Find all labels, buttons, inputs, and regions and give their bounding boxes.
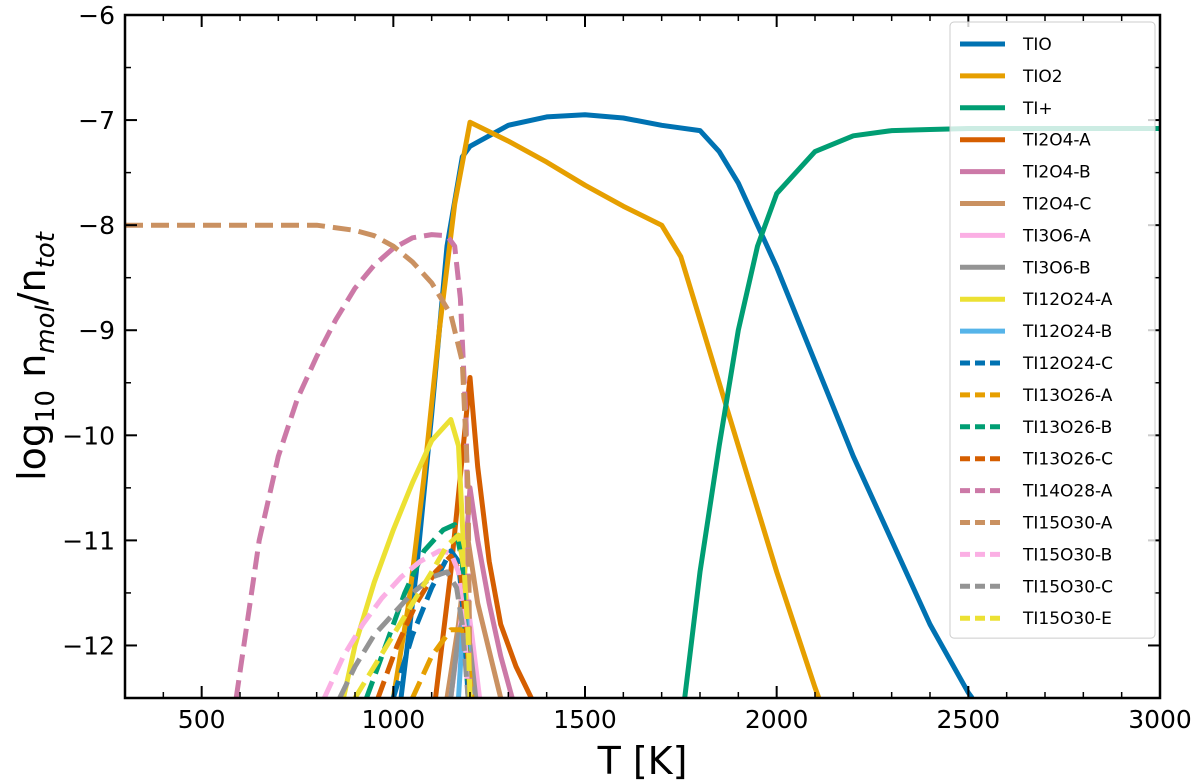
- y-axis-title-slash: /n: [10, 268, 54, 305]
- y-tick-label: −7: [78, 106, 115, 135]
- legend-label: TI12O24-A: [1022, 290, 1113, 310]
- axes-layer: 500 1000 1500 2000 2500 3000 −12 −11 −10 −9 −8 −7 −6: [62, 1, 1192, 734]
- series-line-ti15o30-a: [125, 222, 473, 698]
- series-layer: [125, 112, 1160, 698]
- x-tick-label: 2500: [937, 705, 1001, 734]
- y-tick-label: −11: [62, 526, 115, 555]
- legend-label: TI2O4-C: [1022, 195, 1091, 215]
- legend-label: TI15O30-C: [1022, 577, 1113, 597]
- x-tick-label: 1000: [362, 705, 426, 734]
- x-tick-label: 1500: [553, 705, 617, 734]
- y-tick-label: −12: [62, 631, 115, 660]
- legend-label: TIO2: [1022, 67, 1063, 87]
- legend-box: [949, 21, 1156, 639]
- legend-label: TI12O24-B: [1022, 322, 1112, 342]
- y-axis-title: log10 nmol/ntot: [10, 231, 61, 481]
- series-line-tio: [398, 112, 975, 698]
- series-line-ti14o28-a: [233, 232, 473, 698]
- x-tick-label: 3000: [1128, 705, 1192, 734]
- y-axis-title-main-sub: mol: [31, 304, 61, 353]
- y-axis-title-prefix-sub: 10: [31, 390, 61, 423]
- legend-label: TI14O28-A: [1022, 482, 1113, 502]
- legend-label: TI3O6-B: [1022, 258, 1091, 278]
- series-line-ti12o24-a: [341, 417, 473, 698]
- legend: TIO TIO2 TI+ TI2O4-A TI2O4-B TI2O4-C TI3O6-A TI…: [949, 21, 1156, 639]
- series-line-ti13o26-b: [364, 522, 471, 698]
- series-line-tio2: [390, 119, 822, 698]
- legend-label: TI12O24-C: [1022, 354, 1113, 374]
- legend-label: TI13O26-A: [1022, 386, 1113, 406]
- legend-label: TI2O4-A: [1022, 131, 1091, 151]
- legend-label: TIO: [1022, 35, 1052, 55]
- x-axis-title: T [K]: [597, 739, 688, 783]
- legend-label: TI3O6-A: [1022, 226, 1091, 246]
- legend-label: TI+: [1022, 99, 1053, 119]
- series-line-ti2o4-a: [433, 375, 534, 698]
- y-tick-label: −10: [62, 421, 115, 450]
- legend-label: TI15O30-E: [1022, 609, 1112, 629]
- plot-frame: [123, 13, 1162, 700]
- series-line-ti15o30-e: [352, 532, 473, 698]
- legend-label: TI15O30-A: [1022, 514, 1113, 534]
- legend-label: TI2O4-B: [1022, 163, 1091, 183]
- legend-label: TI13O26-C: [1022, 450, 1113, 470]
- series-line-ti13o26-a: [410, 627, 475, 698]
- y-tick-label: −9: [78, 316, 115, 345]
- y-axis-title-main: n: [10, 354, 54, 390]
- legend-label: TI15O30-B: [1022, 545, 1112, 565]
- legend-label: TI13O26-B: [1022, 418, 1112, 438]
- y-axis-title-prefix: log: [10, 423, 54, 481]
- y-axis-title-denominator-sub: tot: [31, 231, 61, 268]
- y-tick-label: −6: [78, 1, 115, 30]
- x-tick-label: 2000: [745, 705, 809, 734]
- series-line-ti15o30-b: [322, 548, 471, 698]
- x-tick-label: 500: [178, 705, 226, 734]
- y-tick-label: −8: [78, 211, 115, 240]
